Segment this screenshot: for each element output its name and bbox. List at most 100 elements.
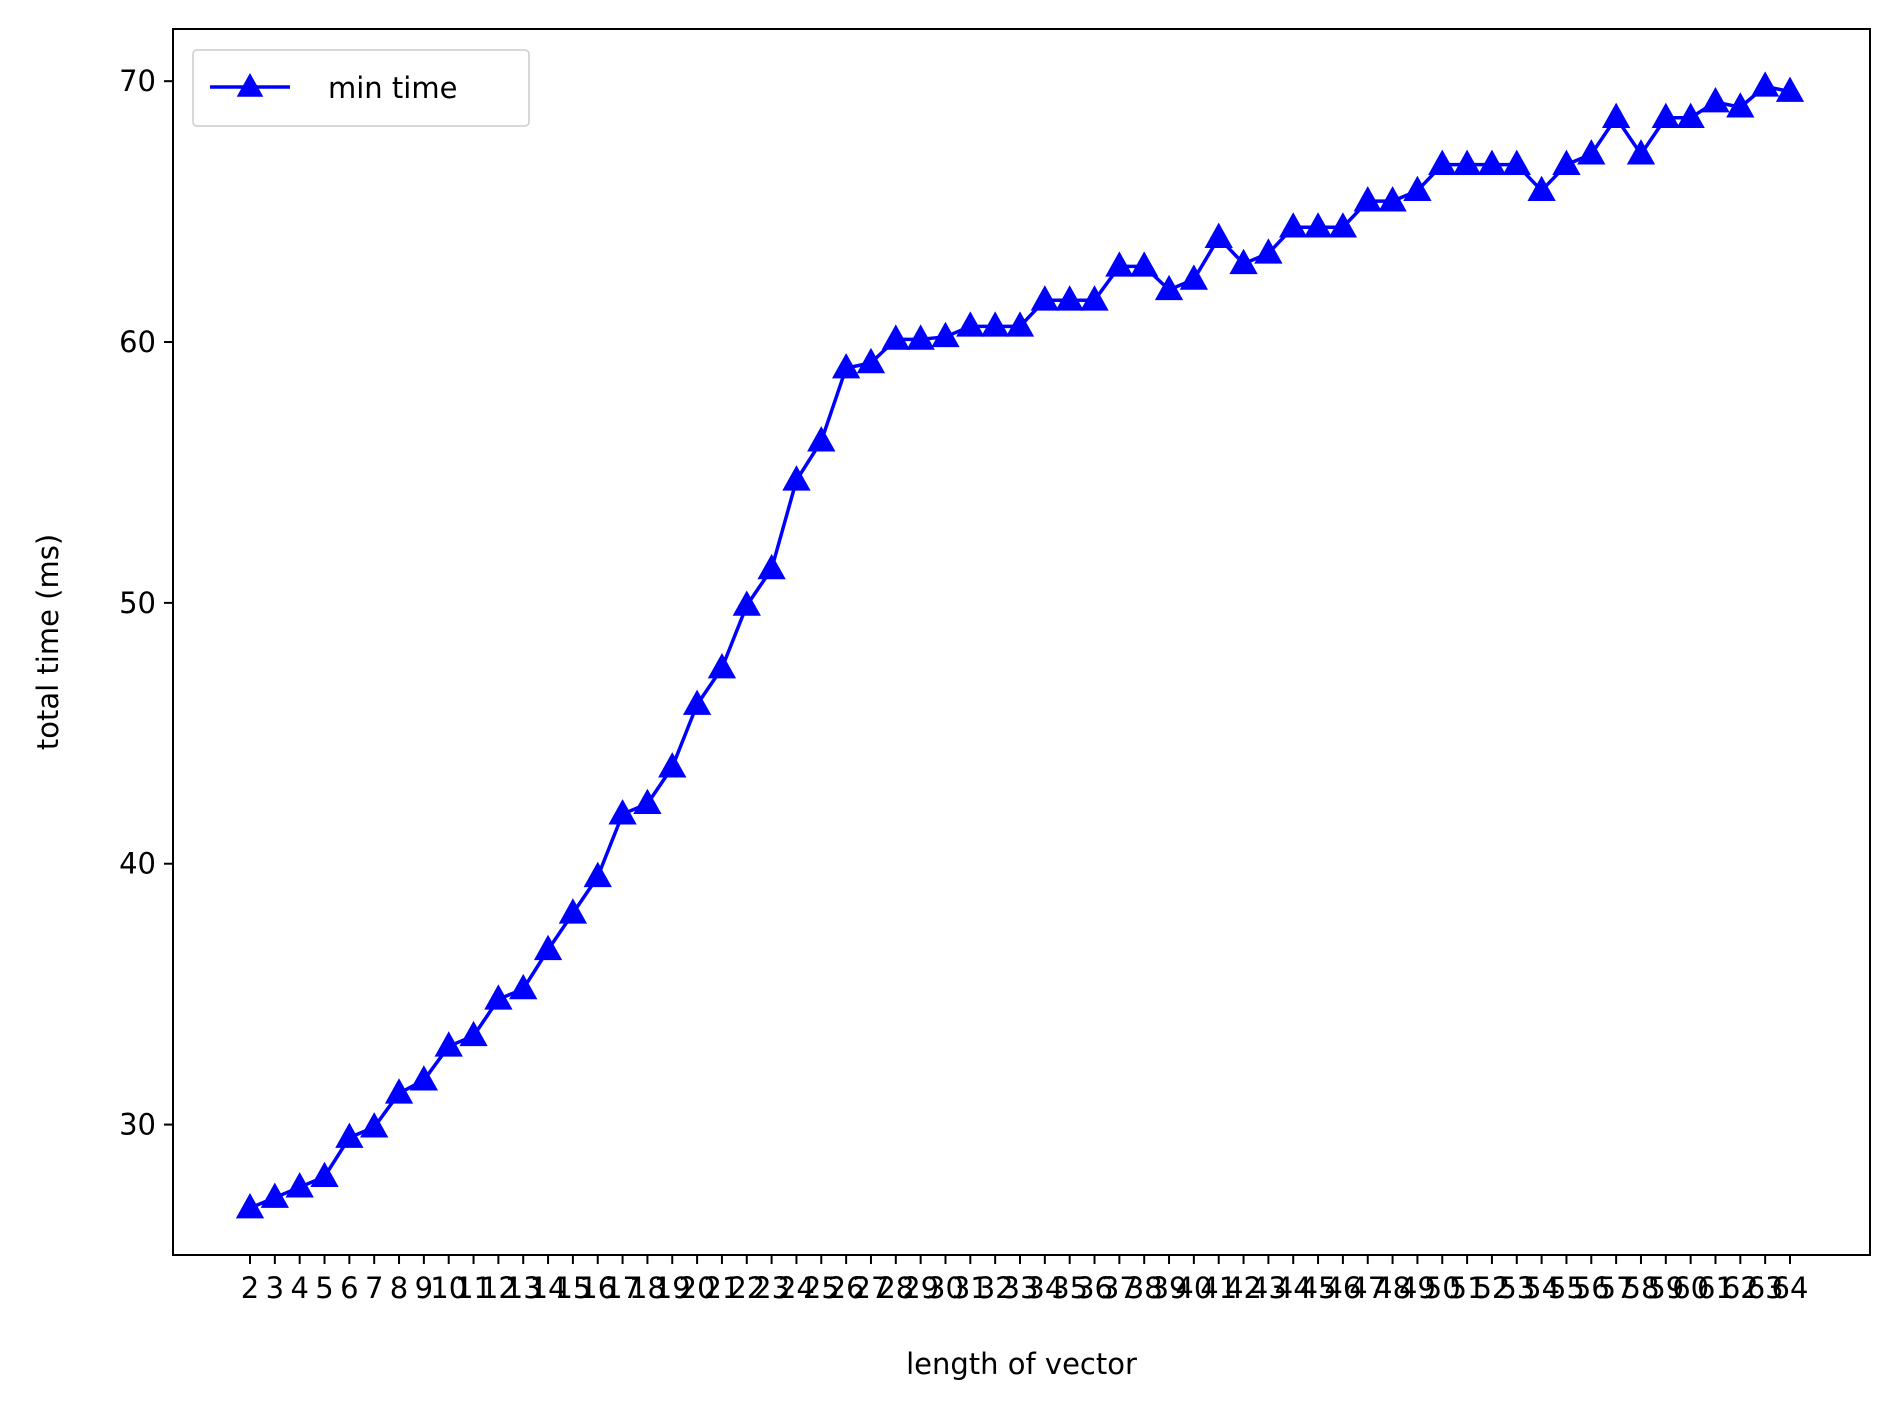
- data-point-22: [732, 590, 761, 616]
- data-point-11: [459, 1020, 488, 1047]
- x-tick-label-57: 57: [1598, 1271, 1635, 1305]
- data-point-31: [956, 311, 985, 337]
- data-point-24: [782, 465, 811, 491]
- data-point-9: [409, 1065, 439, 1091]
- legend: min time: [192, 49, 530, 127]
- data-point-55: [1552, 149, 1581, 175]
- x-tick-label-13: 13: [505, 1271, 542, 1305]
- data-point-15: [558, 898, 588, 924]
- x-tick-label-29: 29: [902, 1271, 939, 1305]
- data-point-45: [1303, 212, 1333, 238]
- data-point-64: [1775, 76, 1805, 102]
- y-tick-label-30: 30: [119, 1108, 156, 1142]
- data-point-63: [1751, 71, 1780, 97]
- x-tick-label-39: 39: [1151, 1271, 1188, 1305]
- data-point-36: [1080, 285, 1109, 311]
- x-tick-label-16: 16: [579, 1271, 616, 1305]
- plot-marks: [235, 71, 1805, 1219]
- x-tick-label-33: 33: [1002, 1271, 1039, 1305]
- data-point-51: [1452, 149, 1482, 175]
- data-point-50: [1428, 149, 1457, 175]
- data-point-34: [1030, 285, 1059, 311]
- x-tick-label-32: 32: [977, 1271, 1014, 1305]
- x-tick-label-8: 8: [390, 1271, 408, 1305]
- x-tick-label-58: 58: [1623, 1271, 1660, 1305]
- x-tick-label-11: 11: [455, 1271, 492, 1305]
- x-tick-label-10: 10: [430, 1271, 467, 1305]
- data-point-32: [981, 311, 1010, 337]
- x-tick-label-50: 50: [1424, 1271, 1461, 1305]
- x-tick-label-30: 30: [927, 1271, 964, 1305]
- x-tick-label-38: 38: [1126, 1271, 1163, 1305]
- x-tick-label-48: 48: [1374, 1271, 1411, 1305]
- data-point-13: [509, 973, 538, 1000]
- x-tick-label-9: 9: [415, 1271, 433, 1305]
- data-point-54: [1527, 175, 1556, 202]
- plot-frame: [172, 28, 1871, 1256]
- data-point-29: [906, 324, 935, 350]
- data-point-28: [881, 324, 910, 350]
- x-tick-label-26: 26: [828, 1271, 865, 1305]
- x-tick-label-27: 27: [853, 1271, 890, 1305]
- data-point-59: [1651, 102, 1680, 128]
- legend-box: [192, 49, 530, 127]
- data-point-6: [335, 1122, 364, 1148]
- data-point-14: [533, 934, 563, 961]
- x-tick-label-7: 7: [365, 1271, 383, 1305]
- x-tick-label-44: 44: [1275, 1271, 1312, 1305]
- x-tick-label-22: 22: [728, 1271, 765, 1305]
- x-tick-label-40: 40: [1175, 1271, 1212, 1305]
- x-tick-label-46: 46: [1324, 1271, 1361, 1305]
- x-tick-label-12: 12: [480, 1271, 517, 1305]
- data-point-33: [1005, 311, 1035, 337]
- data-point-53: [1502, 149, 1531, 175]
- data-point-41: [1204, 222, 1233, 248]
- x-tick-label-56: 56: [1573, 1271, 1610, 1305]
- data-point-23: [757, 553, 786, 580]
- legend-triangle-marker-icon: [236, 73, 264, 97]
- x-tick-label-53: 53: [1498, 1271, 1535, 1305]
- data-point-52: [1477, 149, 1507, 175]
- data-point-57: [1601, 102, 1631, 128]
- x-tick-label-14: 14: [530, 1271, 567, 1305]
- x-axis-label: length of vector: [906, 1347, 1137, 1381]
- data-point-62: [1726, 92, 1755, 118]
- data-point-60: [1676, 102, 1705, 128]
- data-point-39: [1154, 274, 1184, 301]
- data-point-26: [831, 353, 861, 379]
- y-tick-label-40: 40: [119, 847, 156, 881]
- data-point-42: [1229, 248, 1258, 275]
- y-tick-label-50: 50: [119, 586, 156, 620]
- x-tick-label-54: 54: [1523, 1271, 1560, 1305]
- x-tick-label-64: 64: [1772, 1271, 1809, 1305]
- data-point-8: [384, 1078, 414, 1104]
- x-tick-label-28: 28: [877, 1271, 914, 1305]
- data-point-17: [608, 799, 637, 825]
- x-tick-label-34: 34: [1026, 1271, 1063, 1305]
- x-tick-label-60: 60: [1672, 1271, 1709, 1305]
- x-tick-label-18: 18: [629, 1271, 666, 1305]
- x-tick-label-19: 19: [654, 1271, 691, 1305]
- data-point-30: [931, 321, 960, 348]
- x-tick-label-42: 42: [1225, 1271, 1262, 1305]
- data-point-58: [1626, 139, 1656, 165]
- x-tick-label-51: 51: [1449, 1271, 1486, 1305]
- data-point-61: [1701, 87, 1730, 113]
- x-tick-label-49: 49: [1399, 1271, 1436, 1305]
- x-tick-label-55: 55: [1548, 1271, 1585, 1305]
- x-tick-label-41: 41: [1200, 1271, 1237, 1305]
- data-point-4: [285, 1172, 314, 1198]
- data-point-43: [1254, 238, 1283, 264]
- data-point-47: [1353, 186, 1382, 212]
- x-tick-label-61: 61: [1697, 1271, 1734, 1305]
- data-point-20: [682, 689, 712, 715]
- data-point-18: [633, 788, 662, 815]
- x-tick-label-24: 24: [778, 1271, 815, 1305]
- x-tick-label-23: 23: [753, 1271, 790, 1305]
- x-tick-label-35: 35: [1051, 1271, 1088, 1305]
- x-tick-label-31: 31: [952, 1271, 989, 1305]
- x-tick-label-45: 45: [1300, 1271, 1337, 1305]
- data-point-7: [360, 1112, 389, 1138]
